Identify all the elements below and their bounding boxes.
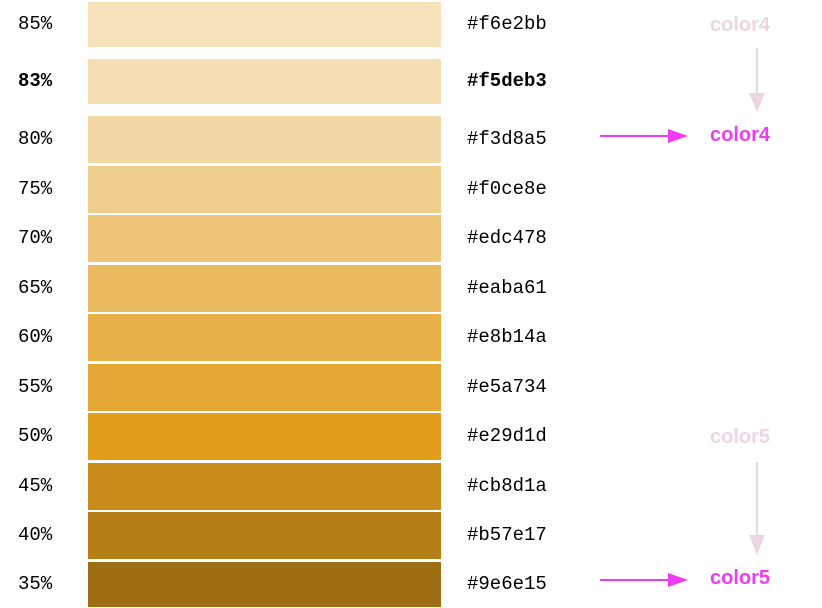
swatch-row: 70% #edc478 xyxy=(0,215,822,262)
swatch-row: 85% #f6e2bb xyxy=(0,2,822,47)
hex-label: #f0ce8e xyxy=(467,178,547,200)
swatch-row: 50% #e29d1d xyxy=(0,413,822,460)
color5-active-label: color5 xyxy=(710,567,771,589)
hex-label: #9e6e15 xyxy=(467,573,547,595)
color-swatch xyxy=(88,562,441,607)
swatch-row: 80% #f3d8a5 xyxy=(0,116,822,163)
hex-label: #f6e2bb xyxy=(467,13,547,35)
color-swatch xyxy=(88,215,441,262)
percent-label: 85% xyxy=(18,13,53,35)
hex-label: #cb8d1a xyxy=(467,475,547,497)
hex-label: #b57e17 xyxy=(467,524,547,546)
color-swatch xyxy=(88,413,441,460)
hex-label: #eaba61 xyxy=(467,277,547,299)
hex-label: #e8b14a xyxy=(467,326,547,348)
percent-label: 45% xyxy=(18,475,53,497)
swatch-row: 40% #b57e17 xyxy=(0,512,822,559)
color4-faded-label: color4 xyxy=(710,14,771,36)
color-swatch xyxy=(88,512,441,559)
percent-label: 50% xyxy=(18,425,53,447)
color5-down-arrow-head xyxy=(749,535,765,555)
hex-label: #e29d1d xyxy=(467,425,547,447)
color-swatch xyxy=(88,314,441,361)
swatch-row: 65% #eaba61 xyxy=(0,265,822,312)
percent-label: 80% xyxy=(18,128,53,150)
color-swatch xyxy=(88,166,441,213)
percent-label: 70% xyxy=(18,227,53,249)
percent-label: 65% xyxy=(18,277,53,299)
hex-label: #e5a734 xyxy=(467,376,547,398)
hex-label: #f5deb3 xyxy=(467,70,547,92)
color-swatch xyxy=(88,265,441,312)
percent-label: 60% xyxy=(18,326,53,348)
color5-right-arrow-head xyxy=(668,573,688,587)
swatch-row: 45% #cb8d1a xyxy=(0,463,822,510)
percent-label: 83% xyxy=(18,70,53,92)
color4-active-label: color4 xyxy=(710,124,771,146)
hex-label: #f3d8a5 xyxy=(467,128,547,150)
hex-label: #edc478 xyxy=(467,227,547,249)
percent-label: 40% xyxy=(18,524,53,546)
percent-label: 75% xyxy=(18,178,53,200)
color-swatch xyxy=(88,364,441,411)
swatch-row: 75% #f0ce8e xyxy=(0,166,822,213)
swatch-row: 83% #f5deb3 xyxy=(0,59,822,104)
color4-down-arrow-head xyxy=(749,93,765,112)
swatch-row: 55% #e5a734 xyxy=(0,364,822,411)
color-swatch xyxy=(88,59,441,104)
color5-faded-label: color5 xyxy=(710,426,771,448)
color-swatch xyxy=(88,2,441,47)
percent-label: 55% xyxy=(18,376,53,398)
swatch-row: 60% #e8b14a xyxy=(0,314,822,361)
color-swatch xyxy=(88,116,441,163)
swatch-row: 35% #9e6e15 xyxy=(0,562,822,607)
color4-right-arrow-head xyxy=(668,129,688,143)
percent-label: 35% xyxy=(18,573,53,595)
color-swatch xyxy=(88,463,441,510)
